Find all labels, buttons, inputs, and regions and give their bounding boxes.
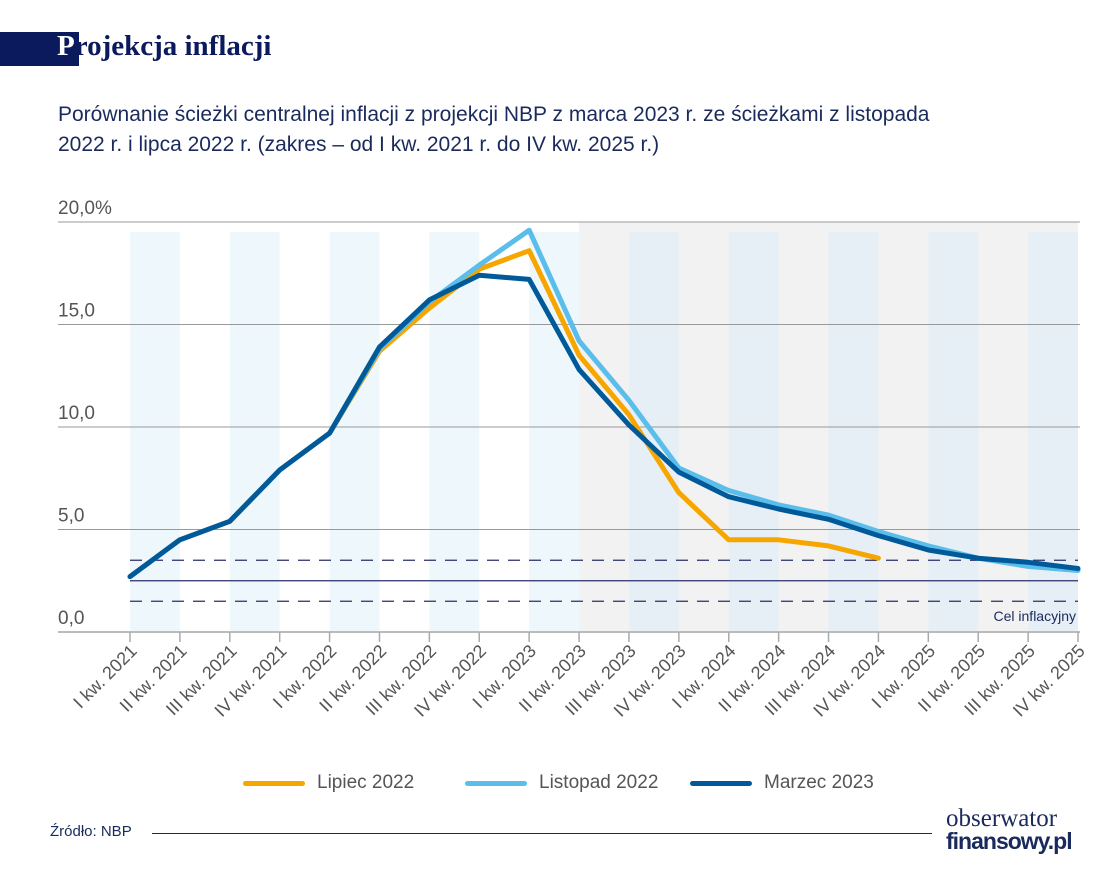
column-band [329, 232, 380, 632]
column-band [429, 232, 480, 632]
logo: obserwator finansowy.pl [946, 805, 1073, 854]
column-band [728, 232, 779, 632]
y-tick-label: 20,0% [58, 198, 112, 219]
y-tick-label: 0,0 [58, 608, 84, 629]
column-band [229, 232, 280, 632]
legend-item-listopad: Listopad 2022 [465, 772, 658, 794]
chart-subtitle: Porównanie ścieżki centralnej inflacji z… [58, 103, 930, 156]
title-bar-accent [0, 32, 79, 66]
column-band [130, 232, 180, 632]
legend-label: Marzec 2023 [764, 772, 874, 793]
logo-line1: obserwator [946, 805, 1058, 832]
legend-label: Lipiec 2022 [317, 772, 415, 793]
y-tick-label: 10,0 [58, 403, 95, 424]
legend-label: Listopad 2022 [539, 772, 659, 793]
legend-item-marzec: Marzec 2023 [690, 772, 874, 794]
title-first-letter: P [57, 30, 75, 62]
logo-line2: finansowy.pl [946, 828, 1073, 854]
y-tick-label: 5,0 [58, 506, 84, 527]
legend-swatch [465, 780, 527, 786]
title-rest: rojekcja inflacji [74, 30, 272, 62]
footer-divider [152, 833, 932, 834]
source-note: Źródło: NBP [50, 823, 132, 840]
page-title: Projekcja inflacji [57, 30, 272, 63]
y-tick-label: 15,0 [58, 301, 95, 322]
legend-item-lipiec: Lipiec 2022 [243, 772, 414, 794]
legend-swatch [243, 780, 305, 786]
column-band [828, 232, 879, 632]
legend-swatch [690, 780, 752, 786]
series-line-marzec-2023 [127, 272, 1081, 580]
target-label: Cel inflacyjny [994, 608, 1076, 624]
column-band [928, 232, 979, 632]
